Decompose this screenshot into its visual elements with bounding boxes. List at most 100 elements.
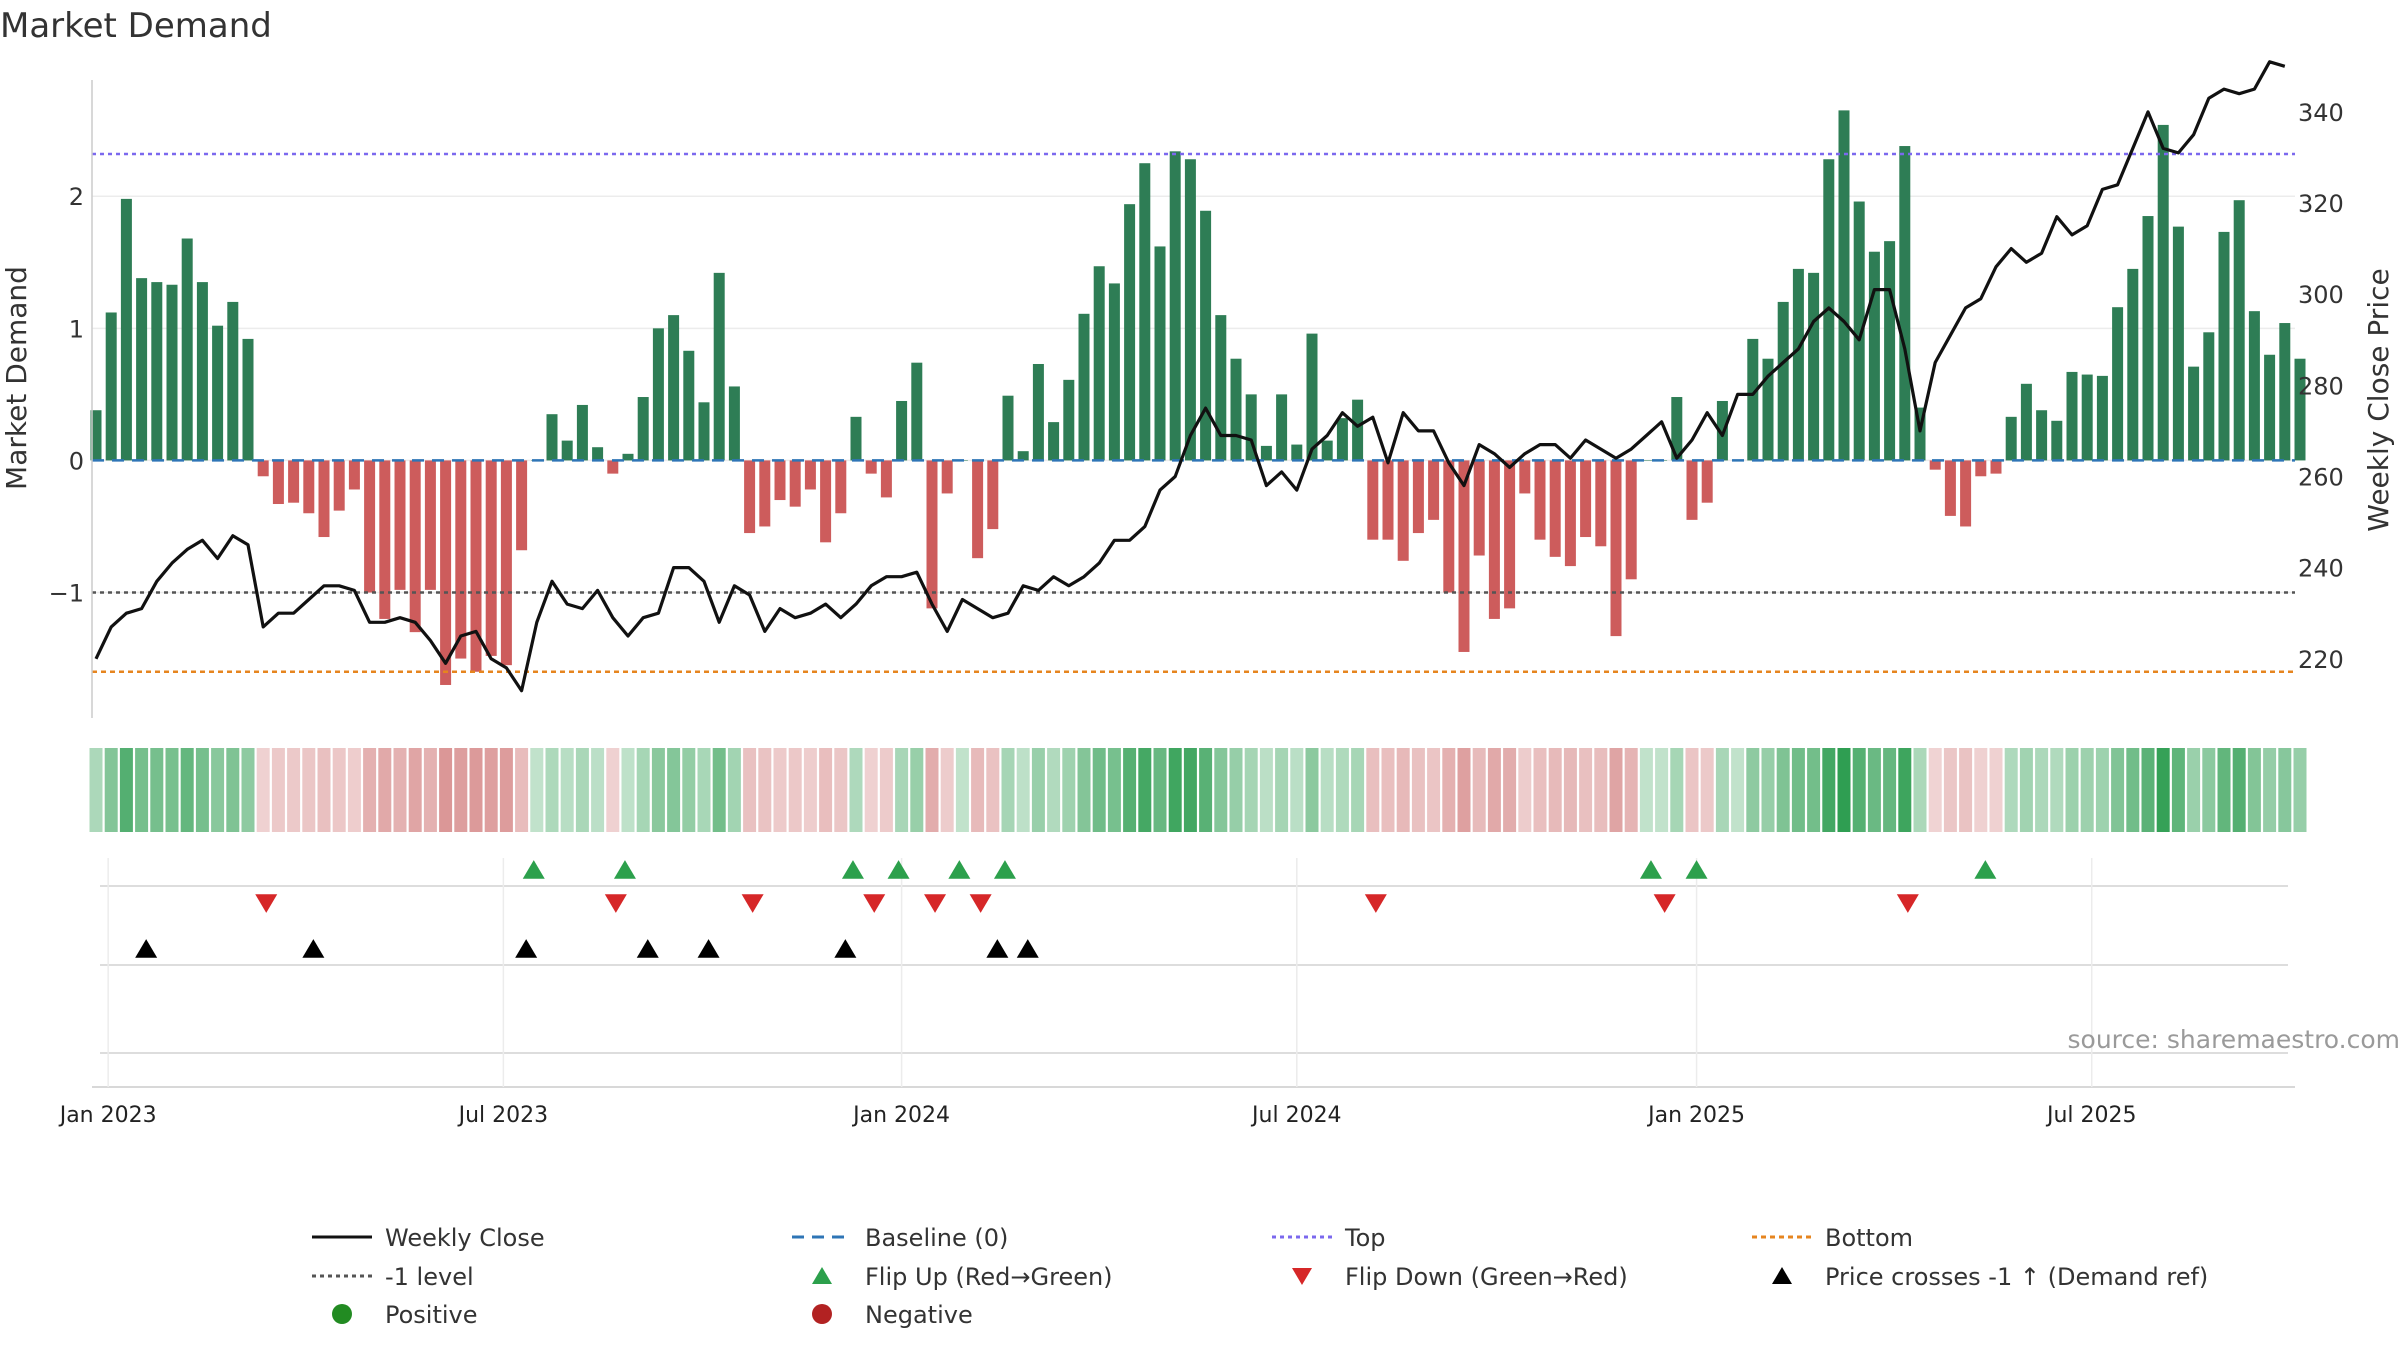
heat-cell bbox=[545, 748, 559, 832]
heat-cell bbox=[727, 748, 741, 832]
heat-cell bbox=[1335, 748, 1349, 832]
chart-title: Market Demand bbox=[0, 6, 272, 46]
heat-cell bbox=[773, 748, 787, 832]
demand-bar bbox=[1519, 460, 1531, 494]
heat-cell bbox=[1579, 748, 1593, 832]
heat-cell bbox=[1183, 748, 1197, 832]
flip-up-marker bbox=[1639, 860, 1662, 879]
heat-cell bbox=[819, 748, 833, 832]
demand-bar bbox=[181, 238, 193, 461]
heat-cell bbox=[1837, 748, 1851, 832]
x-tick-label: Jul 2023 bbox=[457, 1103, 549, 1128]
x-tick-label: Jan 2025 bbox=[1646, 1103, 1745, 1128]
heat-cell bbox=[1943, 748, 1957, 832]
legend-swatch bbox=[812, 1304, 832, 1324]
demand-bar bbox=[622, 453, 634, 461]
heat-cell bbox=[1867, 748, 1881, 832]
heat-cell bbox=[393, 748, 407, 832]
heat-cell bbox=[89, 748, 103, 832]
heat-cell bbox=[363, 748, 377, 832]
demand-bar bbox=[1625, 460, 1637, 580]
heat-cell bbox=[879, 748, 893, 832]
demand-bar bbox=[1595, 460, 1607, 547]
demand-bar bbox=[911, 362, 923, 461]
flip-down-marker bbox=[255, 894, 278, 913]
x-tick-label: Jul 2025 bbox=[2045, 1103, 2137, 1128]
demand-bar bbox=[303, 460, 315, 514]
demand-bar bbox=[500, 460, 512, 666]
demand-bar bbox=[1504, 460, 1516, 609]
heat-cell bbox=[1700, 748, 1714, 832]
demand-bar bbox=[136, 278, 148, 461]
left-tick-label: −1 bbox=[49, 580, 84, 608]
demand-bar bbox=[607, 460, 619, 474]
demand-bar bbox=[1063, 379, 1075, 461]
flip-down-marker bbox=[741, 894, 764, 913]
demand-bar bbox=[1336, 418, 1348, 461]
heat-cell bbox=[2263, 748, 2277, 832]
demand-bar bbox=[1564, 460, 1576, 567]
heat-cell bbox=[986, 748, 1000, 832]
left-axis-label: Market Demand bbox=[0, 266, 33, 490]
heat-cell bbox=[1487, 748, 1501, 832]
heat-cell bbox=[256, 748, 270, 832]
demand-bar bbox=[1169, 151, 1181, 461]
heat-cell bbox=[1655, 748, 1669, 832]
demand-bar bbox=[2066, 371, 2078, 461]
heat-cell bbox=[849, 748, 863, 832]
heat-cell bbox=[180, 748, 194, 832]
heat-cell bbox=[606, 748, 620, 832]
demand-bar bbox=[2218, 231, 2230, 461]
demand-bar bbox=[850, 416, 862, 461]
demand-bar bbox=[592, 447, 604, 461]
demand-bar bbox=[440, 460, 452, 685]
heat-cell bbox=[1776, 748, 1790, 832]
heat-cell bbox=[636, 748, 650, 832]
heat-cell bbox=[1229, 748, 1243, 832]
demand-bar bbox=[1154, 246, 1166, 461]
demand-bar bbox=[1367, 460, 1379, 540]
heat-cell bbox=[1974, 748, 1988, 832]
heat-cell bbox=[332, 748, 346, 832]
legend-label: Top bbox=[1344, 1224, 1386, 1252]
heat-cell bbox=[195, 748, 209, 832]
demand-bar bbox=[212, 325, 224, 461]
demand-bar bbox=[1580, 460, 1592, 538]
demand-bar bbox=[257, 460, 269, 477]
demand-bar bbox=[2264, 354, 2276, 461]
legend-label: Weekly Close bbox=[385, 1224, 545, 1252]
demand-bar bbox=[652, 328, 664, 461]
heat-cell bbox=[287, 748, 301, 832]
demand-bar bbox=[2051, 420, 2063, 461]
heat-cell bbox=[1685, 748, 1699, 832]
flip-down-marker bbox=[604, 894, 627, 913]
flip-down-marker bbox=[863, 894, 886, 913]
demand-bar bbox=[364, 460, 376, 593]
heat-cell bbox=[2065, 748, 2079, 832]
left-tick-label: 0 bbox=[69, 447, 84, 475]
heat-cell bbox=[1077, 748, 1091, 832]
heat-cell bbox=[2156, 748, 2170, 832]
heat-cell bbox=[1062, 748, 1076, 832]
demand-bar bbox=[1291, 444, 1303, 461]
demand-bar bbox=[1397, 460, 1409, 561]
demand-bar bbox=[1716, 400, 1728, 461]
heat-cell bbox=[1472, 748, 1486, 832]
heat-cell bbox=[211, 748, 225, 832]
heat-cell bbox=[271, 748, 285, 832]
price-cross-marker bbox=[986, 939, 1009, 958]
heat-cell bbox=[135, 748, 149, 832]
left-tick-label: 1 bbox=[69, 315, 84, 343]
price-cross-marker bbox=[302, 939, 325, 958]
flip-up-marker bbox=[841, 860, 864, 879]
flip-up-marker bbox=[1685, 860, 1708, 879]
demand-bar bbox=[1108, 283, 1120, 461]
right-tick-label: 240 bbox=[2298, 555, 2344, 583]
heat-cell bbox=[1503, 748, 1517, 832]
heat-cell bbox=[499, 748, 513, 832]
demand-bar bbox=[227, 301, 239, 461]
right-tick-label: 300 bbox=[2298, 281, 2344, 309]
heat-cell bbox=[2171, 748, 2185, 832]
flip-up-marker bbox=[948, 860, 971, 879]
x-tick-label: Jan 2023 bbox=[58, 1103, 157, 1128]
